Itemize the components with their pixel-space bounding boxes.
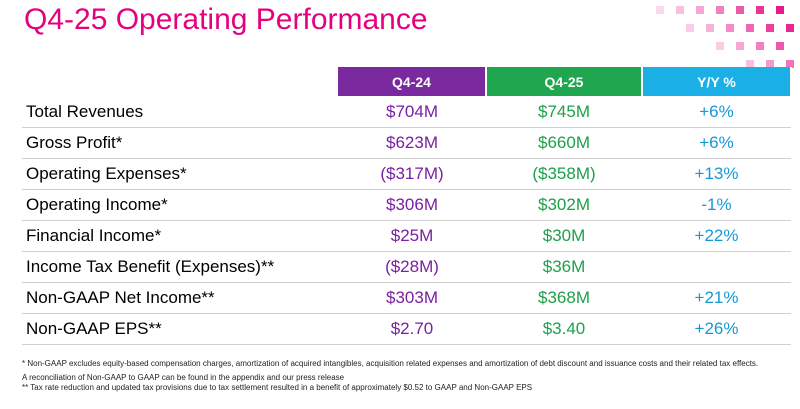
value-q4-25: $30M	[486, 220, 642, 252]
value-q4-25: $302M	[486, 189, 642, 221]
table-row: Income Tax Benefit (Expenses)** ($28M) $…	[22, 251, 791, 283]
table-row: Non-GAAP Net Income** $303M $368M +21%	[22, 282, 791, 314]
footnote-reconciliation: A reconciliation of Non-GAAP to GAAP can…	[22, 372, 345, 382]
value-q4-24: $303M	[338, 282, 486, 314]
value-yy: +22%	[642, 220, 791, 252]
row-label: Income Tax Benefit (Expenses)**	[22, 251, 338, 283]
header-blank-cell	[22, 67, 338, 96]
row-label: Gross Profit*	[22, 127, 338, 159]
value-q4-24: $2.70	[338, 313, 486, 345]
row-label: Financial Income*	[22, 220, 338, 252]
page-title: Q4-25 Operating Performance	[24, 3, 428, 36]
value-q4-25: $3.40	[486, 313, 642, 345]
row-label: Total Revenues	[22, 96, 338, 128]
header-yy-percent: Y/Y %	[642, 67, 792, 96]
table-row: Non-GAAP EPS** $2.70 $3.40 +26%	[22, 313, 791, 345]
table-row: Operating Income* $306M $302M -1%	[22, 189, 791, 221]
row-label: Non-GAAP Net Income**	[22, 282, 338, 314]
value-yy: +21%	[642, 282, 791, 314]
table-row: Operating Expenses* ($317M) ($358M) +13%	[22, 158, 791, 190]
header-q4-25: Q4-25	[486, 67, 643, 96]
table-header-row: Q4-24 Q4-25 Y/Y %	[22, 67, 792, 96]
row-label: Operating Income*	[22, 189, 338, 221]
table-row: Financial Income* $25M $30M +22%	[22, 220, 791, 252]
value-q4-24: ($28M)	[338, 251, 486, 283]
value-q4-24: $623M	[338, 127, 486, 159]
value-yy: -1%	[642, 189, 791, 221]
value-yy	[642, 251, 791, 283]
value-q4-24: $704M	[338, 96, 486, 128]
value-q4-25: $745M	[486, 96, 642, 128]
value-q4-25: $368M	[486, 282, 642, 314]
value-yy: +6%	[642, 127, 791, 159]
row-label: Non-GAAP EPS**	[22, 313, 338, 345]
value-q4-24: $25M	[338, 220, 486, 252]
value-q4-25: $36M	[486, 251, 642, 283]
footnote-tax: ** Tax rate reduction and updated tax pr…	[22, 383, 533, 392]
value-yy: +26%	[642, 313, 791, 345]
row-label: Operating Expenses*	[22, 158, 338, 190]
table-row: Gross Profit* $623M $660M +6%	[22, 127, 791, 159]
value-q4-24: $306M	[338, 189, 486, 221]
footnote-non-gaap: * Non-GAAP excludes equity-based compens…	[22, 359, 759, 368]
value-yy: +13%	[642, 158, 791, 190]
table-row: Total Revenues $704M $745M +6%	[22, 96, 791, 128]
footnotes: * Non-GAAP excludes equity-based compens…	[22, 359, 782, 394]
header-q4-24: Q4-24	[338, 67, 487, 96]
value-q4-25: ($358M)	[486, 158, 642, 190]
value-q4-25: $660M	[486, 127, 642, 159]
performance-table: Q4-24 Q4-25 Y/Y % Total Revenues $704M $…	[22, 67, 792, 345]
value-q4-24: ($317M)	[338, 158, 486, 190]
value-yy: +6%	[642, 96, 791, 128]
